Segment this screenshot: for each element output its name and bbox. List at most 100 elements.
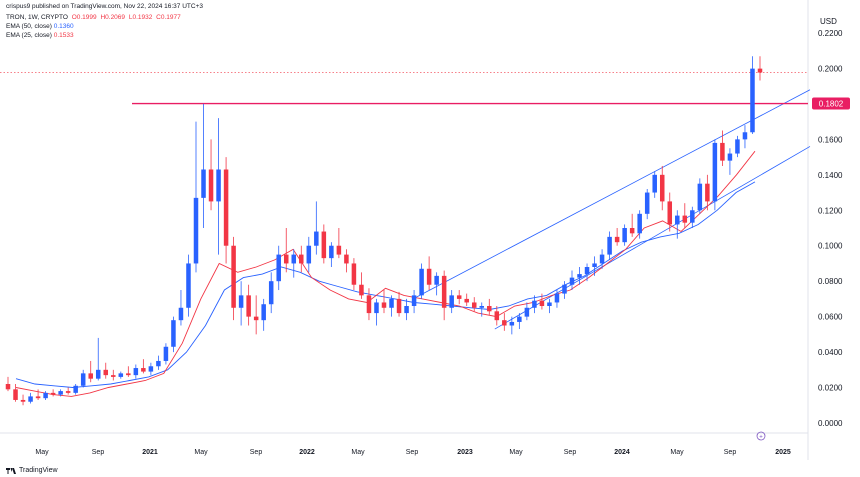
candle-body [223,169,229,246]
candle-body [208,169,214,202]
candle-body [742,132,748,140]
candle-body [539,300,545,306]
time-tick-label: May [509,449,523,456]
event-marker-icon [756,431,766,441]
ema50-line [15,181,756,388]
time-tick-label: May [670,449,684,456]
candle-body [584,267,590,275]
candle-body [449,295,454,308]
price-tick-label: 0.0600 [818,313,843,322]
candle-body [65,391,71,393]
candle-body [73,385,78,393]
candle-body [336,245,342,255]
ema25-line [15,150,756,397]
candle-body [389,298,394,308]
candle-body [690,210,695,223]
ema25-value: 0.1533 [53,32,74,39]
candle-body [156,360,161,367]
publisher-line: crispus9 published on TradingView.com, N… [6,3,203,11]
resistance-price-tag [812,97,850,110]
candle-body [456,295,462,299]
price-labels: 0.1802 + [756,97,850,441]
candle-body [622,228,627,243]
candle-body [607,236,612,255]
candle-body [141,368,146,372]
candle-body [246,295,251,317]
candle-body [629,228,635,234]
candle-body [20,399,26,402]
candle-body [321,231,327,259]
ema-lines [15,150,756,397]
ohlc-low: L0.1932 [128,14,153,21]
candle-body [735,139,740,154]
candle-body [216,169,221,202]
candle-body [261,304,266,321]
candlesticks [5,56,763,406]
candle-body [13,389,18,400]
candle-body [614,236,620,243]
candle-body [178,307,184,321]
time-tick-label: 2024 [614,449,630,456]
candle-body [366,295,372,314]
candle-body [43,392,48,399]
candle-body [253,316,259,321]
candle-body [599,254,605,264]
candle-body [562,284,567,294]
candle-body [554,293,560,303]
candle-body [50,392,56,395]
price-tick-label: 0.0400 [818,348,843,357]
candle-body [351,263,357,285]
candle-body [238,295,244,308]
candle-body [659,174,665,202]
ohlc-open: O0.1999 [71,14,97,21]
time-tick-label: Sep [724,449,737,456]
price-axis: USD0.22000.20000.18000.16000.14000.12000… [818,17,843,428]
candle-body [750,68,755,133]
candle-body [374,302,379,314]
price-tick-label: 0.0200 [818,384,843,393]
time-tick-label: Sep [564,449,577,456]
candle-body [682,215,688,223]
candle-body [727,153,733,161]
time-tick-label: May [194,449,208,456]
candle-body [283,254,289,264]
time-tick-label: 2022 [299,449,315,456]
candle-body [502,320,507,326]
candle-body [95,369,101,379]
candle-body [441,275,447,308]
ohlc-close: C0.1977 [156,14,181,21]
candle-body [329,245,334,259]
candle-body [712,142,718,202]
ema25-legend[interactable]: EMA (25, close) 0.1533 [6,32,74,40]
candle-body [306,245,312,264]
time-tick-label: 2021 [142,449,158,456]
candle-body [524,307,530,317]
resistance-price-text: 0.1802 [819,100,844,109]
candle-body [314,231,319,246]
price-tick-label: 0.0800 [818,277,843,286]
candle-body [434,275,439,285]
candle-body [592,263,597,267]
candle-body [231,245,236,308]
candle-body [509,321,515,326]
ema25-label: EMA (25, close) [6,32,52,39]
candle-body [201,169,206,198]
time-tick-label: 2025 [775,449,791,456]
candle-body [532,300,537,308]
candle-body [667,201,673,225]
trend-lines [0,72,811,330]
candle-body [464,298,469,303]
time-tick-label: Sep [406,449,419,456]
candle-body [171,320,176,347]
candle-body [487,306,492,312]
price-tick-label: 0.1000 [818,242,843,251]
candle-body [479,306,485,308]
candle-body [111,375,116,377]
time-tick-label: Sep [92,449,105,456]
ema50-legend[interactable]: EMA (50, close) 0.1360 [6,23,74,31]
candle-body [720,142,725,161]
candle-body [381,302,387,308]
candle-body [268,281,274,305]
candle-body [103,369,109,376]
